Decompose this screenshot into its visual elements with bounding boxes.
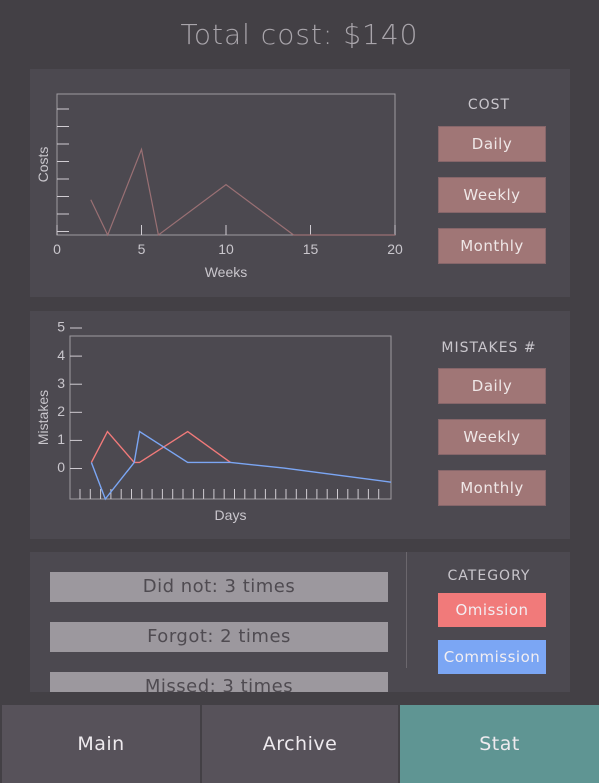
mistakes-x-axis-label: Days [215,507,247,523]
mistakes-y-tick-label: 3 [57,375,65,391]
cost-x-tick-label: 10 [218,241,234,257]
cost-monthly-button[interactable]: Monthly [438,228,546,264]
cost-x-axis-label: Weeks [205,264,248,280]
mistakes-weekly-button[interactable]: Weekly [438,419,546,455]
mistakes-y-tick-label: 0 [57,459,65,475]
cost-daily-button[interactable]: Daily [438,126,546,162]
mistakes-series-line-1 [90,430,392,501]
cost-series-line [90,147,395,237]
mistakes-y-axis-label: Mistakes [35,390,51,445]
bottom-tab-bar: Main Archive Stat [0,705,599,783]
cost-chart: 0 5 10 15 20 Weeks Costs [35,93,403,280]
mistakes-chart: 0 1 2 3 4 5 Days Mistakes [35,319,392,523]
mistakes-y-tick-label: 2 [57,403,65,419]
cost-title: COST [467,97,511,113]
category-divider [406,552,407,668]
mistakes-y-tick-label: 1 [57,431,65,447]
mistakes-panel: 0 1 2 3 4 5 Days Mistakes MISTAKES # Daily Week… [30,311,570,539]
category-title: CATEGORY [447,568,531,584]
cost-panel: 0 5 10 15 20 Weeks Costs COST Daily Weekly Mon… [30,69,570,297]
mistakes-daily-button[interactable]: Daily [438,368,546,404]
tab-archive[interactable]: Archive [202,705,398,783]
cost-plot-frame [56,93,396,236]
category-panel: Did not: 3 times Forgot: 2 times Missed:… [30,552,570,692]
stat-row-did-not: Did not: 3 times [50,572,388,602]
cost-x-tick-label: 5 [138,241,146,257]
cost-x-tick-label: 0 [53,241,61,257]
cost-x-tick-label: 20 [387,241,403,257]
mistakes-y-tick-label: 4 [57,347,65,363]
mistakes-plot-frame [69,335,392,500]
mistakes-y-tick-label: 5 [57,319,65,335]
cost-x-tick-label: 15 [303,241,319,257]
mistakes-monthly-button[interactable]: Monthly [438,470,546,506]
omission-button[interactable]: Omission [438,593,546,627]
tab-main[interactable]: Main [2,705,200,783]
cost-y-axis-label: Costs [35,147,51,183]
total-cost-title: Total cost: $140 [180,18,419,51]
cost-weekly-button[interactable]: Weekly [438,177,546,213]
tab-stat[interactable]: Stat [400,705,599,783]
stat-row-missed: Missed: 3 times [50,672,388,692]
mistakes-series-line-0 [90,430,231,464]
mistakes-title: MISTAKES # [441,340,537,356]
stat-row-forgot: Forgot: 2 times [50,622,388,652]
commission-button[interactable]: Commission [438,640,546,674]
